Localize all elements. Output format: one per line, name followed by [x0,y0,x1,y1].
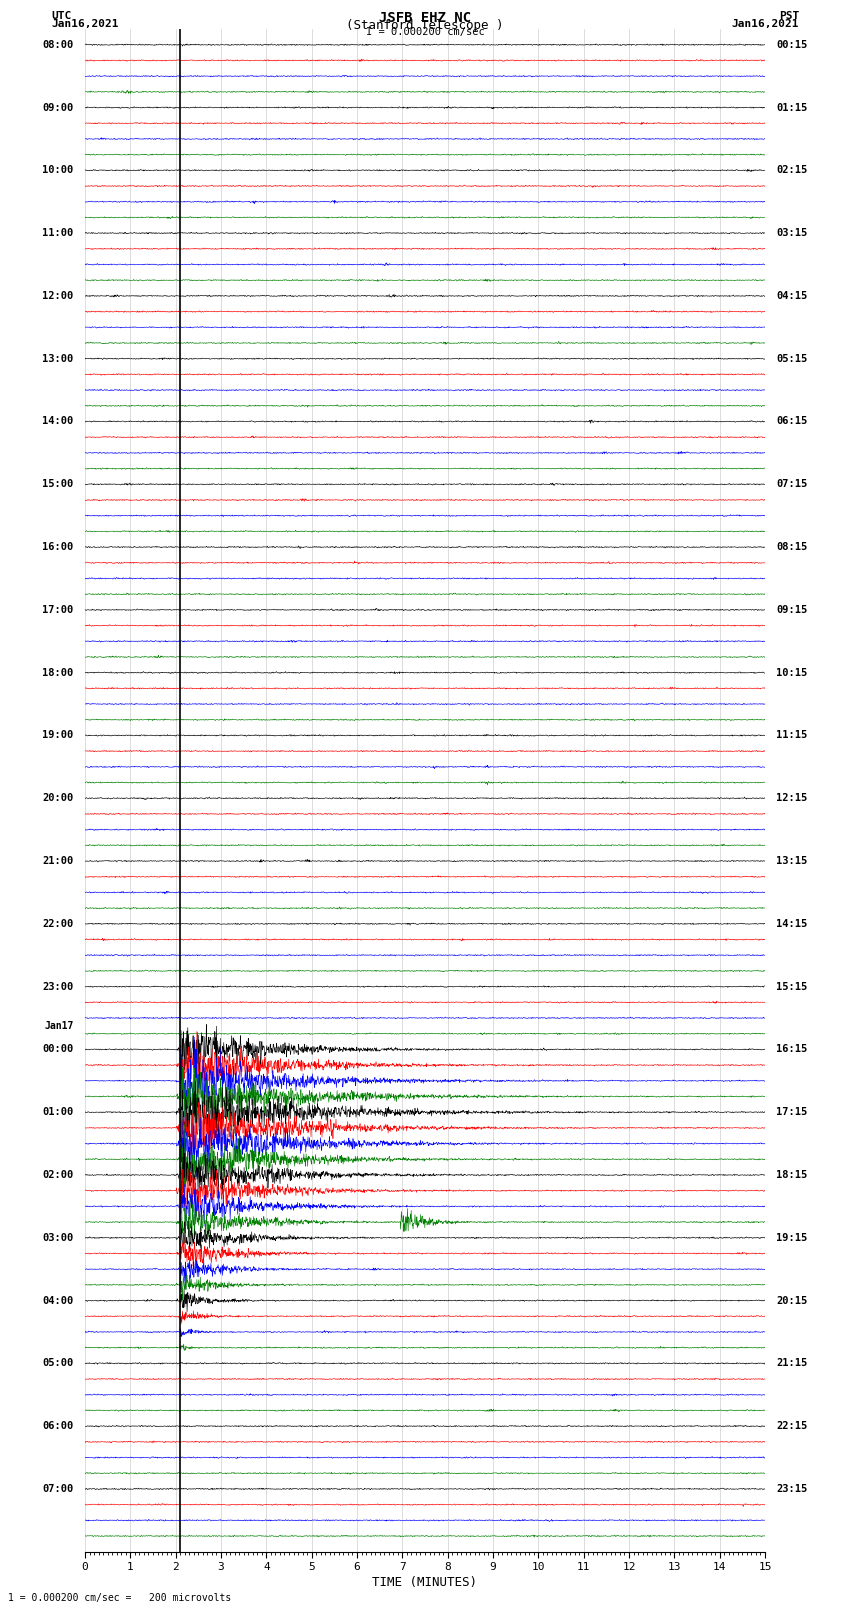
Text: (Stanford Telescope ): (Stanford Telescope ) [346,19,504,32]
Text: 14:15: 14:15 [776,919,808,929]
Text: 04:00: 04:00 [42,1295,74,1305]
Text: 15:15: 15:15 [776,982,808,992]
Text: 00:00: 00:00 [42,1044,74,1055]
Text: 18:15: 18:15 [776,1169,808,1181]
Text: 12:00: 12:00 [42,290,74,302]
Text: 08:00: 08:00 [42,40,74,50]
Text: 05:15: 05:15 [776,353,808,363]
Text: 20:00: 20:00 [42,794,74,803]
Text: 02:00: 02:00 [42,1169,74,1181]
Text: 21:00: 21:00 [42,857,74,866]
Text: 17:00: 17:00 [42,605,74,615]
Text: 16:00: 16:00 [42,542,74,552]
Text: 03:15: 03:15 [776,227,808,239]
Text: 14:00: 14:00 [42,416,74,426]
Text: 15:00: 15:00 [42,479,74,489]
Text: PST: PST [779,11,799,21]
Text: 00:15: 00:15 [776,40,808,50]
Text: JSFB EHZ NC: JSFB EHZ NC [379,11,471,26]
Text: Jan17: Jan17 [44,1021,74,1031]
Text: 21:15: 21:15 [776,1358,808,1368]
Text: UTC: UTC [51,11,71,21]
Text: 07:00: 07:00 [42,1484,74,1494]
X-axis label: TIME (MINUTES): TIME (MINUTES) [372,1576,478,1589]
Text: 04:15: 04:15 [776,290,808,302]
Text: 23:15: 23:15 [776,1484,808,1494]
Text: Jan16,2021: Jan16,2021 [732,19,799,29]
Text: 16:15: 16:15 [776,1044,808,1055]
Text: 12:15: 12:15 [776,794,808,803]
Text: 23:00: 23:00 [42,982,74,992]
Text: 08:15: 08:15 [776,542,808,552]
Text: 20:15: 20:15 [776,1295,808,1305]
Text: 13:00: 13:00 [42,353,74,363]
Text: 22:15: 22:15 [776,1421,808,1431]
Text: 11:00: 11:00 [42,227,74,239]
Text: 09:00: 09:00 [42,103,74,113]
Text: 10:00: 10:00 [42,165,74,176]
Text: 09:15: 09:15 [776,605,808,615]
Text: 05:00: 05:00 [42,1358,74,1368]
Text: 06:15: 06:15 [776,416,808,426]
Text: 1 = 0.000200 cm/sec =   200 microvolts: 1 = 0.000200 cm/sec = 200 microvolts [8,1594,232,1603]
Text: 01:15: 01:15 [776,103,808,113]
Text: 11:15: 11:15 [776,731,808,740]
Text: 22:00: 22:00 [42,919,74,929]
Text: 03:00: 03:00 [42,1232,74,1242]
Text: 10:15: 10:15 [776,668,808,677]
Text: I = 0.000200 cm/sec: I = 0.000200 cm/sec [366,27,484,37]
Text: 13:15: 13:15 [776,857,808,866]
Text: 19:15: 19:15 [776,1232,808,1242]
Text: 01:00: 01:00 [42,1107,74,1118]
Text: 02:15: 02:15 [776,165,808,176]
Text: 06:00: 06:00 [42,1421,74,1431]
Text: Jan16,2021: Jan16,2021 [51,19,118,29]
Text: 18:00: 18:00 [42,668,74,677]
Text: 07:15: 07:15 [776,479,808,489]
Text: 19:00: 19:00 [42,731,74,740]
Text: 17:15: 17:15 [776,1107,808,1118]
